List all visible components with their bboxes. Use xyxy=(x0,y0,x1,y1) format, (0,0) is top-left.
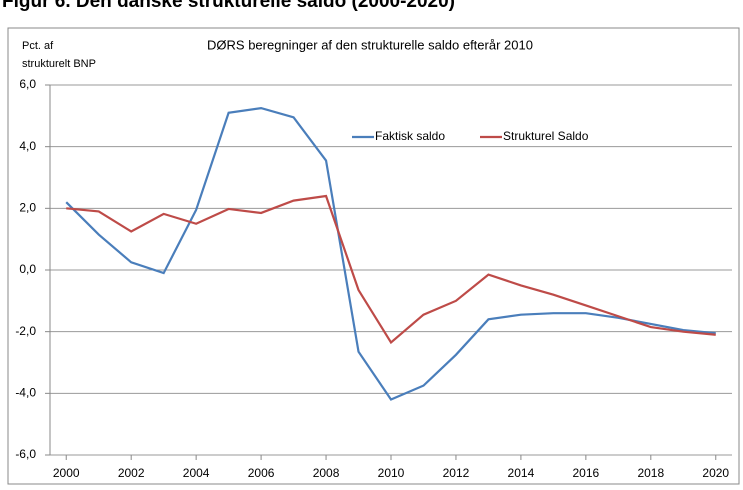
x-tick-label: 2018 xyxy=(637,466,664,480)
x-tick-label: 2014 xyxy=(508,466,535,480)
y-tick-label: -2,0 xyxy=(15,324,36,338)
y-tick-label: -4,0 xyxy=(15,386,36,400)
x-tick-label: 2004 xyxy=(183,466,210,480)
x-tick-label: 2006 xyxy=(248,466,275,480)
legend-label: Strukturel Saldo xyxy=(503,129,589,143)
y-axis-label: Pct. af xyxy=(22,40,54,52)
x-tick-label: 2016 xyxy=(573,466,600,480)
series-line xyxy=(65,107,716,401)
header: Figur 6. Den danske strukturelle saldo (… xyxy=(2,0,455,12)
y-tick-label: 6,0 xyxy=(19,77,36,91)
x-tick-label: 2020 xyxy=(702,466,729,480)
x-tick-label: 2012 xyxy=(443,466,470,480)
y-tick-label: 0,0 xyxy=(19,262,36,276)
x-tick-label: 2000 xyxy=(53,466,80,480)
y-tick-label: 4,0 xyxy=(19,139,36,153)
chart-frame xyxy=(7,27,740,485)
series-line xyxy=(66,194,716,345)
x-tick-label: 2002 xyxy=(118,466,145,480)
chart-title: DØRS beregninger af den strukturelle sal… xyxy=(207,37,533,52)
y-tick-label: 2,0 xyxy=(19,201,36,215)
legend-label: Faktisk saldo xyxy=(375,129,445,143)
y-tick-label: -6,0 xyxy=(15,447,36,461)
x-tick-label: 2008 xyxy=(313,466,340,480)
x-tick-label: 2010 xyxy=(378,466,405,480)
y-axis-label: strukturelt BNP xyxy=(22,58,96,70)
